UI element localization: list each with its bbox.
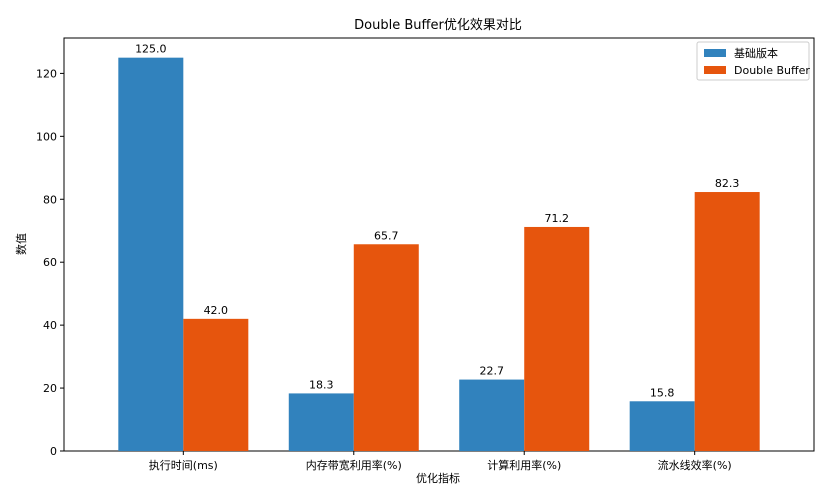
bars-group <box>118 57 760 452</box>
y-tick-label: 120 <box>36 67 57 80</box>
bar-baseline <box>459 379 525 451</box>
legend-label: 基础版本 <box>734 46 778 60</box>
y-tick-label: 80 <box>43 193 57 206</box>
legend-swatch <box>704 66 726 74</box>
value-labels-group: 125.0 42.0 18.3 65.7 22.7 71.2 15.8 82.3 <box>135 43 739 400</box>
y-axis-title: 数值 <box>15 233 28 255</box>
y-tick-label: 40 <box>43 319 57 332</box>
bar-value-label: 15.8 <box>650 386 675 399</box>
bar-value-label: 71.2 <box>544 212 569 225</box>
bar-value-label: 125.0 <box>135 43 167 56</box>
x-axis-title: 优化指标 <box>416 471 460 484</box>
bar-baseline <box>118 57 184 452</box>
bar-value-label: 82.3 <box>715 177 740 190</box>
bar-double-buffer <box>353 244 419 451</box>
legend-swatch <box>704 49 726 57</box>
y-tick-label: 100 <box>36 130 57 143</box>
x-tick-label: 计算利用率(%) <box>487 458 561 472</box>
bar-double-buffer <box>694 192 760 451</box>
bar-double-buffer <box>183 318 249 451</box>
bar-value-label: 22.7 <box>479 365 504 378</box>
x-tick-label: 内存带宽利用率(%) <box>306 458 402 472</box>
x-axis: 执行时间(ms) 内存带宽利用率(%) 计算利用率(%) 流水线效率(%) <box>149 451 732 472</box>
chart-title: Double Buffer优化效果对比 <box>354 18 522 33</box>
y-axis: 0 20 40 60 80 100 120 <box>36 67 64 458</box>
bar-value-label: 18.3 <box>309 378 334 391</box>
y-tick-label: 20 <box>43 382 57 395</box>
x-tick-label: 执行时间(ms) <box>149 458 218 472</box>
y-tick-label: 60 <box>43 256 57 269</box>
bar-baseline <box>288 393 354 451</box>
bar-double-buffer <box>524 226 590 451</box>
bar-baseline <box>629 401 695 451</box>
plot-area-frame <box>63 37 815 452</box>
bar-value-label: 42.0 <box>204 304 229 317</box>
legend-label: Double Buffer <box>734 64 810 77</box>
legend: 基础版本 Double Buffer <box>696 41 810 81</box>
bar-value-label: 65.7 <box>374 229 399 242</box>
x-tick-label: 流水线效率(%) <box>658 458 732 472</box>
y-tick-label: 0 <box>50 445 57 458</box>
